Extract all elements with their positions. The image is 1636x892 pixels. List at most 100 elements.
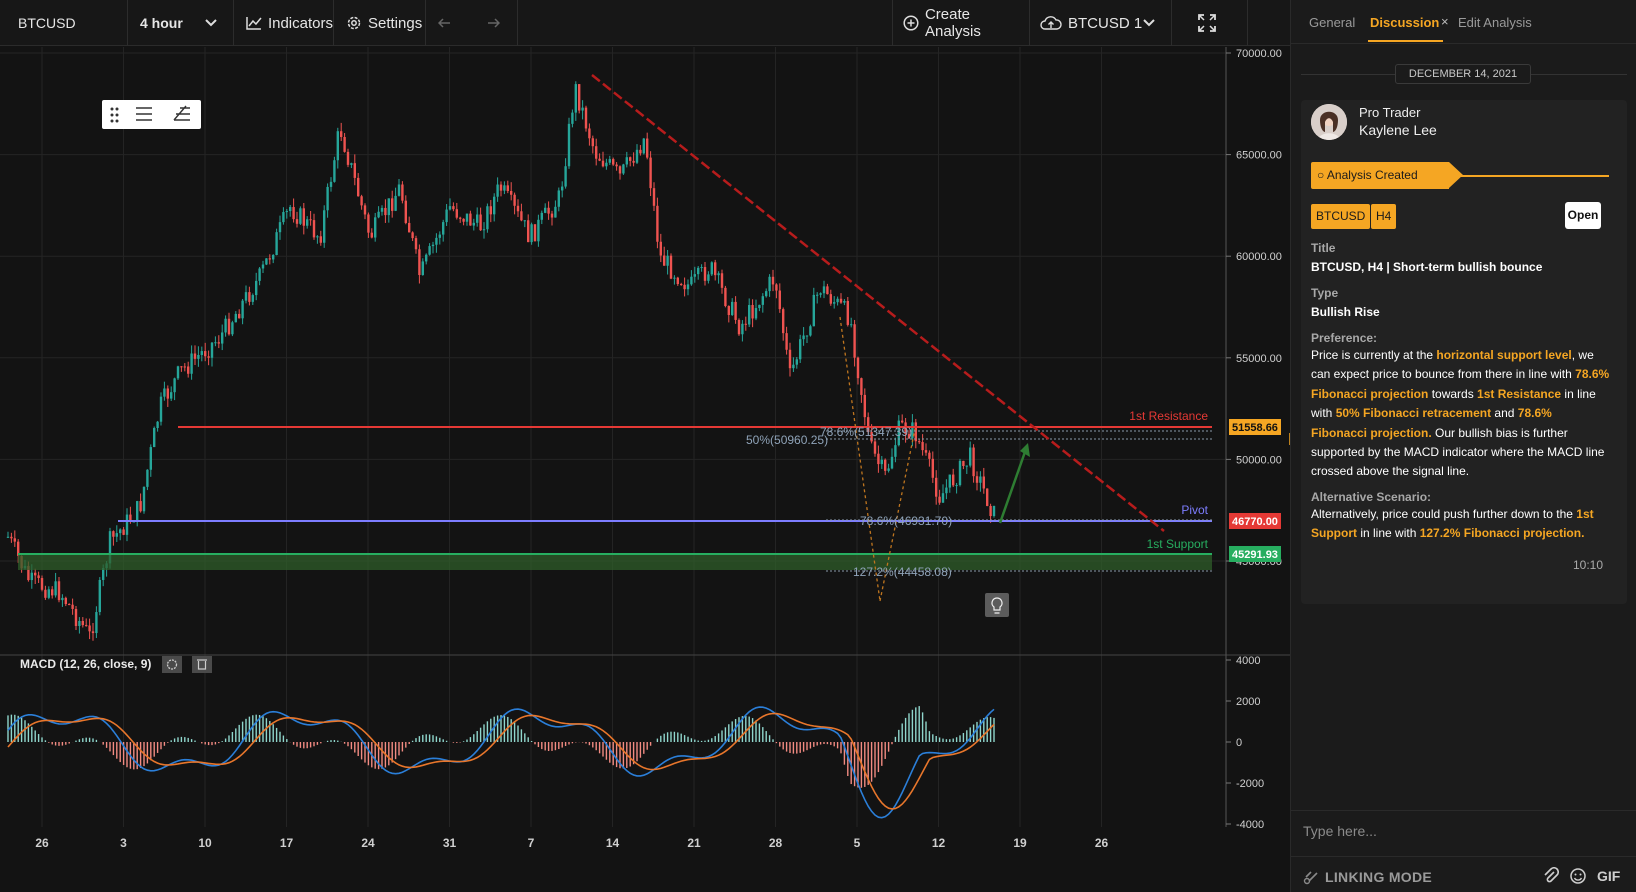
- price-tick-label: 70000.00: [1236, 48, 1282, 60]
- macd-settings-button[interactable]: [162, 656, 182, 673]
- message-time: 10:10: [1573, 558, 1604, 572]
- author-name: Kaylene Lee: [1359, 122, 1437, 138]
- undo-icon: [438, 18, 450, 28]
- lines-tool-icon[interactable]: [136, 107, 152, 121]
- undo-button[interactable]: [426, 0, 472, 46]
- timeframe-dropdown[interactable]: 4 hour: [128, 0, 234, 46]
- fib-tool-icon[interactable]: [173, 105, 190, 121]
- symbol-selector[interactable]: BTCUSD: [0, 0, 128, 46]
- lightbulb-icon: [991, 597, 1003, 614]
- macd-line: [7, 706, 995, 819]
- fib-label-4: 127.2%(44458.08): [853, 565, 952, 579]
- plus-circle-icon: [903, 15, 919, 31]
- descending-trendline[interactable]: [591, 74, 1165, 532]
- macd-tick-label: 4000: [1236, 655, 1260, 667]
- linking-mode-icon[interactable]: [1303, 867, 1321, 885]
- drag-handle-icon[interactable]: [110, 107, 119, 123]
- bullish-arrow: [998, 448, 1028, 524]
- settings-button[interactable]: Settings: [334, 0, 426, 46]
- macd-tick-label: 2000: [1236, 696, 1260, 708]
- message-input[interactable]: [1303, 819, 1623, 843]
- resistance-price-tag: 51558.66: [1229, 419, 1281, 435]
- time-tick-label: 28: [769, 836, 783, 850]
- chart-line-icon: [246, 17, 262, 30]
- title-value: BTCUSD, H4 | Short-term bullish bounce: [1311, 260, 1543, 274]
- support-label: 1st Support: [1147, 537, 1209, 551]
- drawing-tools-panel[interactable]: [102, 100, 201, 129]
- cloud-upload-icon: [1040, 16, 1062, 30]
- symbol-label: BTCUSD: [18, 15, 76, 31]
- emoji-icon[interactable]: [1569, 867, 1587, 885]
- macd-title: MACD (12, 26, close, 9): [20, 657, 151, 671]
- date-badge: DECEMBER 14, 2021: [1395, 64, 1531, 84]
- linking-mode-label: LINKING MODE: [1325, 869, 1433, 885]
- panel-footer: LINKING MODE GIF: [1291, 856, 1636, 892]
- support-price: 45291.93: [1232, 549, 1278, 561]
- avatar[interactable]: [1311, 104, 1347, 140]
- time-tick-label: 14: [606, 836, 620, 850]
- layout-dropdown[interactable]: BTCUSD 1: [1030, 0, 1172, 46]
- paperclip-icon[interactable]: [1543, 867, 1559, 885]
- tab-edit-analysis[interactable]: Edit Analysis: [1458, 15, 1532, 30]
- indicators-button[interactable]: Indicators: [234, 0, 334, 46]
- alternative-label: Alternative Scenario:: [1311, 490, 1432, 504]
- fib-label-3: 78.6%(46931.70): [860, 514, 952, 528]
- gear-icon: [166, 659, 178, 670]
- macd-delete-button[interactable]: [192, 656, 212, 673]
- gif-button[interactable]: GIF: [1597, 868, 1621, 884]
- price-tick-label: 50000.00: [1236, 454, 1282, 466]
- redo-icon: [487, 18, 500, 28]
- create-analysis-button[interactable]: Create Analysis: [892, 0, 1030, 46]
- status-label: Analysis Created: [1326, 168, 1418, 182]
- settings-label: Settings: [368, 14, 423, 32]
- author-role: Pro Trader: [1359, 105, 1421, 120]
- time-axis[interactable]: 26 3 10 17 24 31 7 14 21 28 5 12 19 26: [35, 836, 1108, 850]
- close-icon[interactable]: ×: [1441, 14, 1449, 29]
- redo-button[interactable]: [472, 0, 518, 46]
- price-axis[interactable]: 70000.00 65000.00 60000.00 55000.00 50000.00…: [1226, 48, 1282, 568]
- open-button[interactable]: Open: [1565, 202, 1601, 229]
- alternative-text: Alternatively, price could push further …: [1311, 507, 1594, 541]
- indicators-label: Indicators: [267, 14, 333, 32]
- analysis-panel: General Discussion × Edit Analysis DECEM…: [1290, 0, 1636, 892]
- timeframe-tag: H4: [1371, 204, 1397, 229]
- candlesticks: [6, 81, 996, 641]
- layout-label: BTCUSD 1: [1068, 14, 1143, 32]
- macd-axis[interactable]: 4000 2000 0 -2000 -4000: [1226, 655, 1264, 831]
- time-tick-label: 19: [1013, 836, 1027, 850]
- chart-toolbar: BTCUSD 4 hour Indicators Settings Create…: [0, 0, 1290, 46]
- panel-tabs: General Discussion × Edit Analysis: [1291, 0, 1636, 44]
- lightbulb-icon: ○: [1317, 168, 1325, 182]
- time-tick-label: 26: [1095, 836, 1109, 850]
- price-tick-label: 65000.00: [1236, 150, 1282, 162]
- fullscreen-button[interactable]: [1172, 0, 1248, 46]
- time-tick-label: 31: [443, 836, 457, 850]
- type-label: Type: [1311, 286, 1339, 300]
- create-analysis-label: Create Analysis: [924, 6, 981, 40]
- fullscreen-icon: [1197, 14, 1216, 32]
- price-chart[interactable]: 1st Resistance Pivot 1st Support 78.6%(5…: [0, 47, 1290, 892]
- time-tick-label: 24: [361, 836, 375, 850]
- gear-icon: [347, 16, 361, 30]
- chevron-down-icon: [1143, 19, 1155, 27]
- chevron-down-icon: [205, 19, 217, 27]
- type-value: Bullish Rise: [1311, 305, 1380, 319]
- fib-label-1: 78.6%(51347.39): [820, 425, 912, 439]
- pivot-price-tag: 46770.00: [1229, 513, 1281, 529]
- price-tick-label: 60000.00: [1236, 251, 1282, 263]
- status-badge: ○ Analysis Created: [1311, 162, 1631, 189]
- message-composer: [1291, 810, 1636, 843]
- timeframe-label: 4 hour: [140, 15, 183, 31]
- resistance-label: 1st Resistance: [1129, 409, 1208, 423]
- signal-line: [7, 712, 995, 810]
- macd-tick-label: 0: [1236, 737, 1242, 749]
- fib-label-2: 50%(50960.25): [746, 433, 828, 447]
- macd-tick-label: -4000: [1236, 819, 1264, 831]
- tab-general[interactable]: General: [1309, 15, 1356, 30]
- idea-button[interactable]: [985, 593, 1009, 617]
- analysis-card: Pro Trader Kaylene Lee ○ Analysis Create…: [1301, 100, 1627, 604]
- time-tick-label: 7: [528, 836, 535, 850]
- tab-discussion[interactable]: Discussion: [1370, 15, 1440, 30]
- arrow-head-icon: [1020, 443, 1030, 457]
